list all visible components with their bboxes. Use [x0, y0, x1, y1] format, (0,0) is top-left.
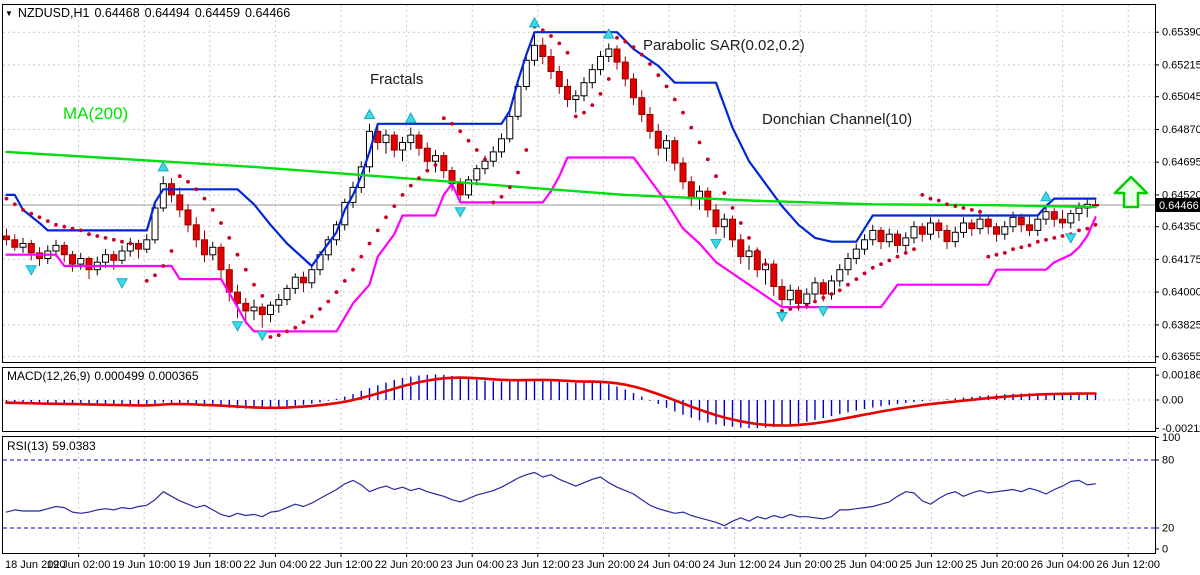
svg-text:24 Jun 04:00: 24 Jun 04:00 — [637, 559, 701, 571]
svg-text:24 Jun 12:00: 24 Jun 12:00 — [703, 559, 767, 571]
svg-text:0.64350: 0.64350 — [1162, 221, 1200, 233]
macd-value-signal: 0.000365 — [148, 369, 199, 383]
candles-layer — [3, 32, 1099, 328]
svg-text:23 Jun 04:00: 23 Jun 04:00 — [440, 559, 504, 571]
svg-text:18 Jun 2020: 18 Jun 2020 — [5, 559, 66, 571]
price-axis[interactable]: 0.653900.652150.650450.648700.646950.645… — [1155, 27, 1200, 364]
svg-text:22 Jun 20:00: 22 Jun 20:00 — [375, 559, 439, 571]
svg-text:19 Jun 18:00: 19 Jun 18:00 — [178, 559, 242, 571]
svg-text:22 Jun 12:00: 22 Jun 12:00 — [309, 559, 373, 571]
rsi-indicator-label: RSI(13) 59.0383 — [7, 440, 100, 452]
svg-text:0.64175: 0.64175 — [1162, 254, 1200, 266]
svg-text:100: 100 — [1162, 432, 1180, 444]
svg-text:0.00: 0.00 — [1162, 395, 1183, 407]
ma-200-line — [5, 150, 1097, 209]
donchian-channel-lines — [5, 31, 1097, 333]
svg-text:19 Jun 10:00: 19 Jun 10:00 — [112, 559, 176, 571]
donchian-channel-label: Donchian Channel(10) — [762, 111, 913, 128]
rsi-value: 59.0383 — [52, 439, 96, 453]
svg-text:0.64466: 0.64466 — [1159, 200, 1199, 212]
rsi-axis[interactable]: 100 80 20 0 — [1155, 432, 1180, 556]
quote-open: 0.64468 — [94, 6, 140, 20]
symbol-period-label: NZDUSD,H1 — [17, 6, 90, 20]
svg-text:0.64000: 0.64000 — [1162, 287, 1200, 299]
rsi-name: RSI(13) — [7, 439, 49, 453]
rsi-line — [5, 471, 1097, 527]
svg-text:0.65390: 0.65390 — [1162, 27, 1200, 39]
svg-text:22 Jun 04:00: 22 Jun 04:00 — [244, 559, 308, 571]
chart-menu-arrow-icon[interactable]: ▼ — [5, 9, 13, 18]
panel-borders — [2, 4, 1156, 554]
svg-text:23 Jun 12:00: 23 Jun 12:00 — [506, 559, 570, 571]
fractals-label: Fractals — [370, 71, 424, 88]
svg-text:0.63825: 0.63825 — [1162, 319, 1200, 331]
chart-title-bar: ▼ NZDUSD,H1 0.64468 0.64494 0.64459 0.64466 — [5, 7, 290, 20]
svg-text:0.65215: 0.65215 — [1162, 59, 1200, 71]
quote-low: 0.64459 — [194, 6, 241, 20]
svg-text:25 Jun 12:00: 25 Jun 12:00 — [900, 559, 964, 571]
svg-text:25 Jun 04:00: 25 Jun 04:00 — [834, 559, 898, 571]
fractal-arrows — [25, 16, 1077, 342]
svg-text:0.64870: 0.64870 — [1162, 124, 1200, 136]
quote-high: 0.64494 — [144, 6, 190, 20]
svg-text:24 Jun 20:00: 24 Jun 20:00 — [768, 559, 832, 571]
svg-text:23 Jun 20:00: 23 Jun 20:00 — [572, 559, 636, 571]
svg-text:0.63655: 0.63655 — [1162, 351, 1200, 363]
macd-name: MACD(12,26,9) — [7, 369, 91, 383]
buy-signal-arrow-icon[interactable] — [1113, 175, 1149, 209]
svg-text:0.65045: 0.65045 — [1162, 91, 1200, 103]
parabolic-sar-dots — [4, 24, 1098, 339]
macd-value-main: 0.000499 — [94, 369, 145, 383]
svg-text:80: 80 — [1162, 455, 1174, 467]
macd-signal-line — [5, 376, 1097, 427]
svg-text:0: 0 — [1162, 544, 1168, 556]
quote-close: 0.64466 — [245, 6, 291, 20]
svg-text:26 Jun 12:00: 26 Jun 12:00 — [1096, 559, 1160, 571]
svg-text:25 Jun 20:00: 25 Jun 20:00 — [965, 559, 1029, 571]
grid-lines — [3, 5, 1155, 553]
svg-text:0.64695: 0.64695 — [1162, 157, 1200, 169]
svg-text:26 Jun 04:00: 26 Jun 04:00 — [1031, 559, 1095, 571]
ma-200-label: MA(200) — [63, 104, 129, 123]
svg-text:0.00186: 0.00186 — [1162, 370, 1200, 382]
svg-text:20: 20 — [1162, 523, 1174, 535]
parabolic-sar-label: Parabolic SAR(0.02,0.2) — [643, 37, 805, 54]
macd-indicator-label: MACD(12,26,9) 0.000499 0.000365 — [7, 370, 203, 382]
svg-text:19 Jun 02:00: 19 Jun 02:00 — [47, 559, 111, 571]
